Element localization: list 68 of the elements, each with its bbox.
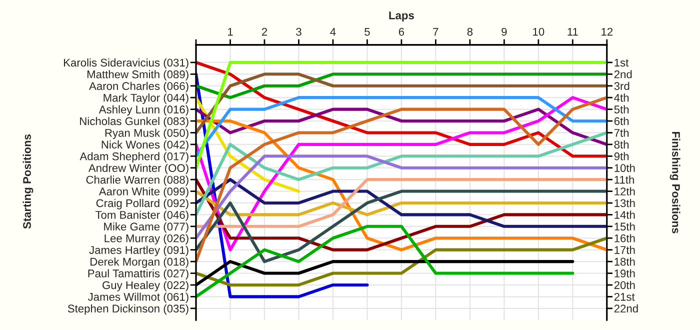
line-series [196,131,607,216]
y2-tick-label: 20th [614,280,635,290]
text: Starting Positions [22,134,34,229]
line-series [196,178,607,228]
line-series [196,154,607,240]
x-tick-label: 8 [467,28,473,36]
x-tick-label: 7 [433,28,438,36]
y2-tick-label: 19th [614,269,635,278]
text: Aaron Charles (066) [89,82,188,92]
x-tick-label: 10 [533,28,544,36]
text: Stephen Dickinson (035) [68,304,188,315]
text: Lee Murray (026) [104,234,188,244]
line-series [196,96,607,158]
y2-axis-title: Finishing Positions [670,132,680,234]
y2-tick-label: 13th [614,198,635,208]
y2-tick-label: 15th [614,222,635,231]
y2-tick-label: 16th [614,234,635,242]
text: Aaron White (099) [98,187,188,198]
text: Charlie Warren (088) [86,176,188,186]
text: Mike Game (077) [104,222,188,233]
line-series [196,236,607,286]
x-tick-label: 11 [568,28,578,36]
text: Tom Banister (046) [95,210,188,222]
y2-tick-label: 3rd [614,82,630,90]
x-tick-label: 3 [296,28,302,36]
y2-tick-label: 10th [614,164,635,172]
text: Derek Morgan (018) [90,258,188,268]
y2-tick-label: 2nd [614,70,632,78]
x-tick-label: 1 [228,28,233,36]
y2-tick-label: 7th [614,128,629,137]
x-axis-title: Laps [389,12,414,22]
y2-tick-label: 18th [614,258,635,266]
text: Andrew Winter (OO) [88,164,188,174]
text: Ashley Lunn (016) [98,105,188,116]
text: Ryan Musk (050) [105,128,188,140]
y2-tick-label: 22nd [614,304,638,313]
line-series [196,190,607,264]
y2-tick-label: 1st [614,58,629,67]
x-tick-label: 2 [262,28,268,36]
text: Nicholas Gunkel (083) [80,116,188,128]
text: Karolis Sideravicius (031) [64,58,188,69]
y2-tick-label: 6th [614,116,629,126]
x-tick-label: 4 [330,28,336,36]
x-tick-label: 5 [364,28,370,36]
y2-tick-label: 21st [614,292,635,301]
y2-tick-label: 5th [614,105,629,114]
text: James Willmot (061) [88,292,188,304]
text: Adam Shepherd (017) [80,152,188,162]
text: Nick Wones (042) [102,140,188,151]
x-tick-label: 6 [398,28,404,36]
text: James Hartley (091) [89,246,188,256]
x-tick-label: 9 [502,28,507,36]
text: Mark Taylor (044) [104,94,188,104]
y2-tick-label: 4th [614,94,629,102]
text: Craig Pollard (092) [96,198,188,210]
y2-tick-label: 17th [614,246,635,254]
y2-tick-label: 8th [614,140,629,149]
line-series [196,108,607,146]
y2-tick-label: 14th [614,210,635,219]
y2-tick-label: 11th [614,176,634,184]
text: Matthew Smith (089) [87,70,188,80]
text: Guy Healey (022) [102,280,188,292]
line-series [196,178,607,252]
text: Paul Tamattiris (027) [88,269,188,280]
x-tick-label: 12 [602,28,613,36]
y2-tick-label: 12th [614,187,635,196]
y2-tick-label: 9th [614,152,629,160]
line-series [196,224,574,298]
